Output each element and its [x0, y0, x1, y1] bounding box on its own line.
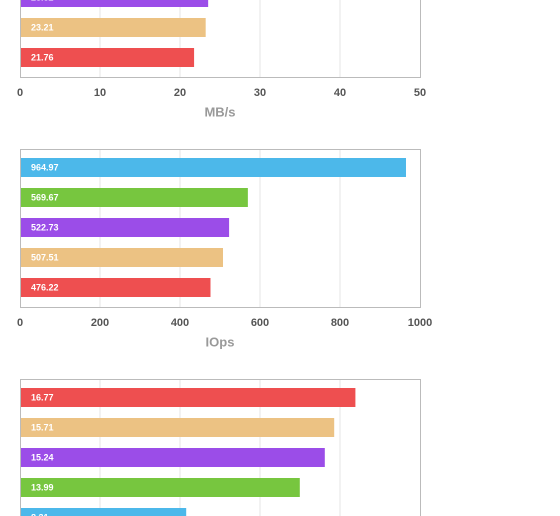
- value-label: 569.67: [31, 192, 59, 202]
- x-tick-label: 40: [334, 87, 346, 99]
- x-tick-label: 1000: [408, 317, 432, 329]
- value-label: 23.21: [31, 22, 54, 32]
- bar: [21, 508, 187, 516]
- x-tick-label: 800: [331, 317, 349, 329]
- x-tick-label: 400: [171, 317, 189, 329]
- value-label: 476.22: [31, 282, 59, 292]
- x-tick-label: 20: [174, 87, 186, 99]
- bar: [21, 218, 230, 237]
- x-tick-label: 10: [94, 87, 106, 99]
- x-tick-label: 0: [17, 87, 23, 99]
- bar: [21, 18, 206, 37]
- value-label: 8.31: [31, 512, 49, 516]
- bar: [21, 448, 325, 467]
- value-label: 13.99: [31, 482, 54, 492]
- bar: [21, 48, 195, 67]
- bar: [21, 0, 209, 7]
- x-tick-label: 50: [414, 87, 426, 99]
- bar: [21, 388, 356, 407]
- x-tick-label: 600: [251, 317, 269, 329]
- axis-title: IOps: [206, 334, 235, 349]
- value-label: 522.73: [31, 222, 59, 232]
- x-tick-label: 200: [91, 317, 109, 329]
- x-tick-label: 30: [254, 87, 266, 99]
- value-label: 15.24: [31, 452, 54, 462]
- axis-title: MB/s: [204, 104, 235, 119]
- value-label: 507.51: [31, 252, 59, 262]
- value-label: 23.52: [31, 0, 54, 2]
- bar: [21, 478, 300, 497]
- value-label: 15.71: [31, 422, 54, 432]
- bar: [21, 188, 248, 207]
- value-label: 21.76: [31, 52, 54, 62]
- bar: [21, 158, 406, 177]
- x-tick-label: 0: [17, 317, 23, 329]
- bar: [21, 248, 224, 267]
- value-label: 964.97: [31, 162, 59, 172]
- bar: [21, 278, 211, 297]
- bar: [21, 418, 335, 437]
- value-label: 16.77: [31, 392, 54, 402]
